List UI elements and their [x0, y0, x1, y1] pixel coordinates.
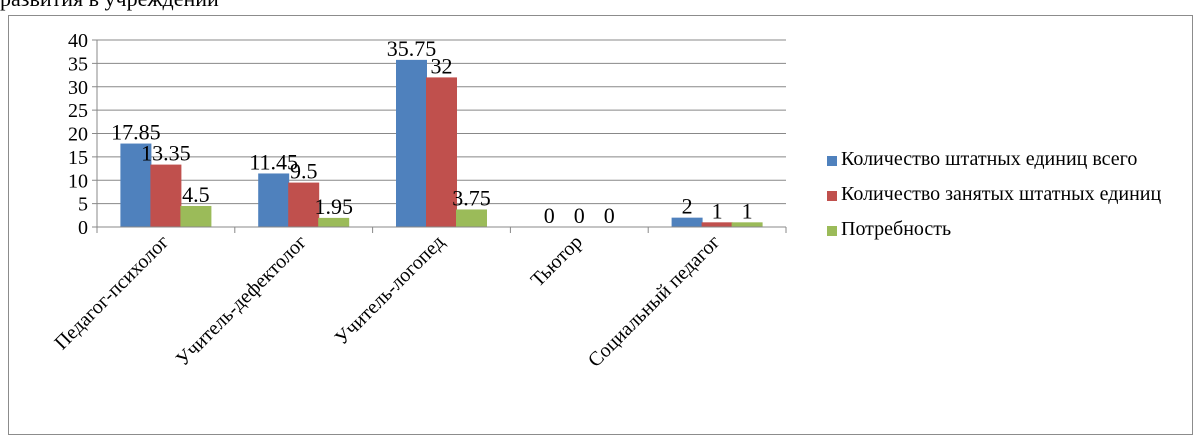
y-tick-label: 20 — [68, 124, 88, 146]
legend-item-series-1: Количество штатных единиц всего — [827, 145, 1187, 174]
data-label: 2 — [682, 194, 693, 219]
data-label: 0 — [544, 203, 555, 228]
preceding-text: развития в учреждении — [0, 0, 219, 12]
bars — [120, 59, 763, 228]
data-label: 17.85 — [111, 120, 161, 145]
bar — [150, 164, 182, 227]
bar — [701, 222, 733, 227]
y-tick-label: 35 — [68, 53, 88, 75]
bar — [180, 205, 212, 227]
y-tick-label: 30 — [68, 77, 88, 99]
data-labels: 17.85 11.45 35.75 0 2 13.35 9.5 32 0 1 4.5 1.95 3.75… — [111, 36, 752, 228]
data-label: 1.95 — [314, 194, 353, 219]
legend-swatch-series-2 — [827, 191, 837, 201]
data-label: 11.45 — [249, 149, 298, 174]
legend-swatch-series-3 — [827, 226, 837, 236]
data-label: 3.75 — [452, 185, 491, 210]
y-tick-label: 15 — [68, 147, 88, 169]
y-tick-label: 40 — [68, 30, 88, 52]
legend-item-series-2: Количество занятых штатных единиц — [827, 180, 1187, 209]
y-tick-label: 5 — [78, 194, 88, 216]
data-label: 4.5 — [182, 182, 210, 207]
y-tick-label: 25 — [68, 100, 88, 122]
bar — [426, 77, 457, 228]
x-category-label: Социальный педагог — [584, 231, 725, 372]
x-category-label: Тьютор — [527, 231, 587, 291]
legend-label-series-2: Количество занятых штатных единиц — [841, 183, 1162, 205]
x-category-label: Учитель-дефектолог — [172, 231, 312, 371]
bar — [671, 217, 703, 227]
data-label: 35.75 — [387, 36, 437, 61]
y-tick-label: 10 — [68, 170, 88, 192]
bar — [396, 59, 427, 228]
bar — [120, 143, 152, 227]
bar — [258, 173, 290, 227]
data-label: 32 — [431, 53, 453, 78]
legend-swatch-series-1 — [827, 156, 837, 166]
legend-label-series-3: Потребность — [841, 218, 952, 240]
y-tick-label: 0 — [78, 217, 88, 239]
data-label: 0 — [574, 203, 585, 228]
x-category-label: Педагог-психолог — [50, 231, 173, 354]
bar — [731, 222, 763, 227]
data-label: 9.5 — [290, 159, 318, 184]
chart-legend: Количество штатных единиц всего Количест… — [827, 145, 1187, 250]
data-label: 13.35 — [141, 141, 191, 166]
x-category-label: Учитель-логопед — [331, 231, 449, 349]
data-label: 1 — [712, 198, 723, 223]
bar — [288, 182, 320, 227]
legend-label-series-1: Количество штатных единиц всего — [841, 148, 1138, 170]
bar — [456, 209, 487, 227]
legend-item-series-3: Потребность — [827, 215, 1187, 244]
data-label: 1 — [742, 198, 753, 223]
data-label: 0 — [604, 203, 615, 228]
bar — [318, 217, 350, 227]
